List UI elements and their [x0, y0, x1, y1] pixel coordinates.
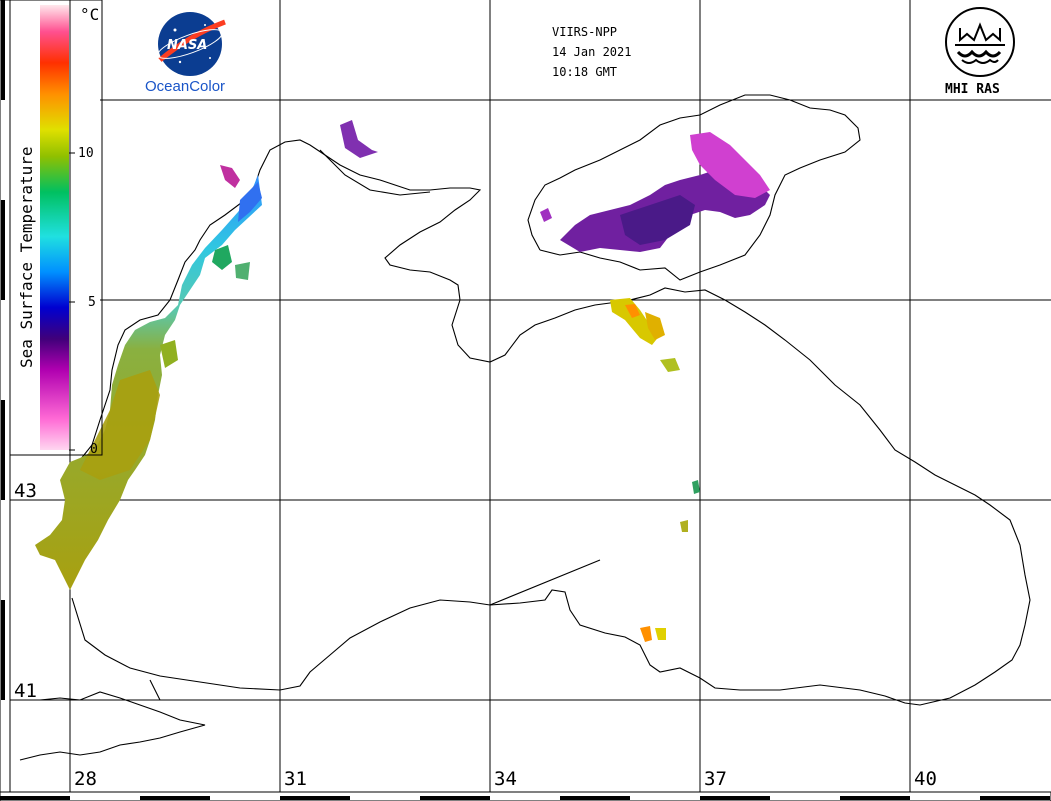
date-label: 14 Jan 2021 [552, 45, 631, 59]
latitude-labels: 43 41 [14, 480, 37, 702]
colorbar-tick-5: 5 [88, 295, 96, 310]
graticule [9, 0, 1051, 792]
nasa-logo-text: NASA [167, 38, 207, 53]
longitude-ruler [0, 791, 1051, 801]
lat-label-43: 43 [14, 480, 37, 502]
lon-label-40: 40 [914, 768, 937, 790]
lon-label-28: 28 [74, 768, 97, 790]
lon-label-37: 37 [704, 768, 727, 790]
colorbar-title: Sea Surface Temperature [17, 146, 36, 368]
satellite-info: VIIRS-NPP 14 Jan 2021 10:18 GMT [552, 25, 631, 79]
mhi-ras-text: MHI RAS [945, 82, 1000, 97]
colorbar-unit: °C [80, 5, 99, 24]
sst-west-shelf [35, 120, 378, 590]
mhi-ras-emblem-icon [945, 7, 1015, 77]
latitude-ruler [0, 0, 11, 801]
lon-label-31: 31 [284, 768, 307, 790]
colorbar-gradient [40, 5, 69, 450]
nasa-meatball-icon: NASA [157, 12, 226, 76]
sst-azov [540, 132, 770, 252]
colorbar-tick-0: 0 [90, 442, 98, 457]
oceancolor-logo-text: OceanColor [145, 78, 225, 95]
colorbar: 10 5 0 °C Sea Surface Temperature [9, 0, 103, 457]
longitude-labels: 28 31 34 37 40 [74, 768, 937, 790]
lat-label-41: 41 [14, 680, 37, 702]
coastline [19, 94, 1031, 761]
colorbar-tick-10: 10 [78, 146, 94, 161]
sensor-label: VIIRS-NPP [552, 25, 617, 39]
time-label: 10:18 GMT [552, 65, 617, 79]
sst-kerch-patches [610, 298, 700, 642]
lon-label-34: 34 [494, 768, 517, 790]
